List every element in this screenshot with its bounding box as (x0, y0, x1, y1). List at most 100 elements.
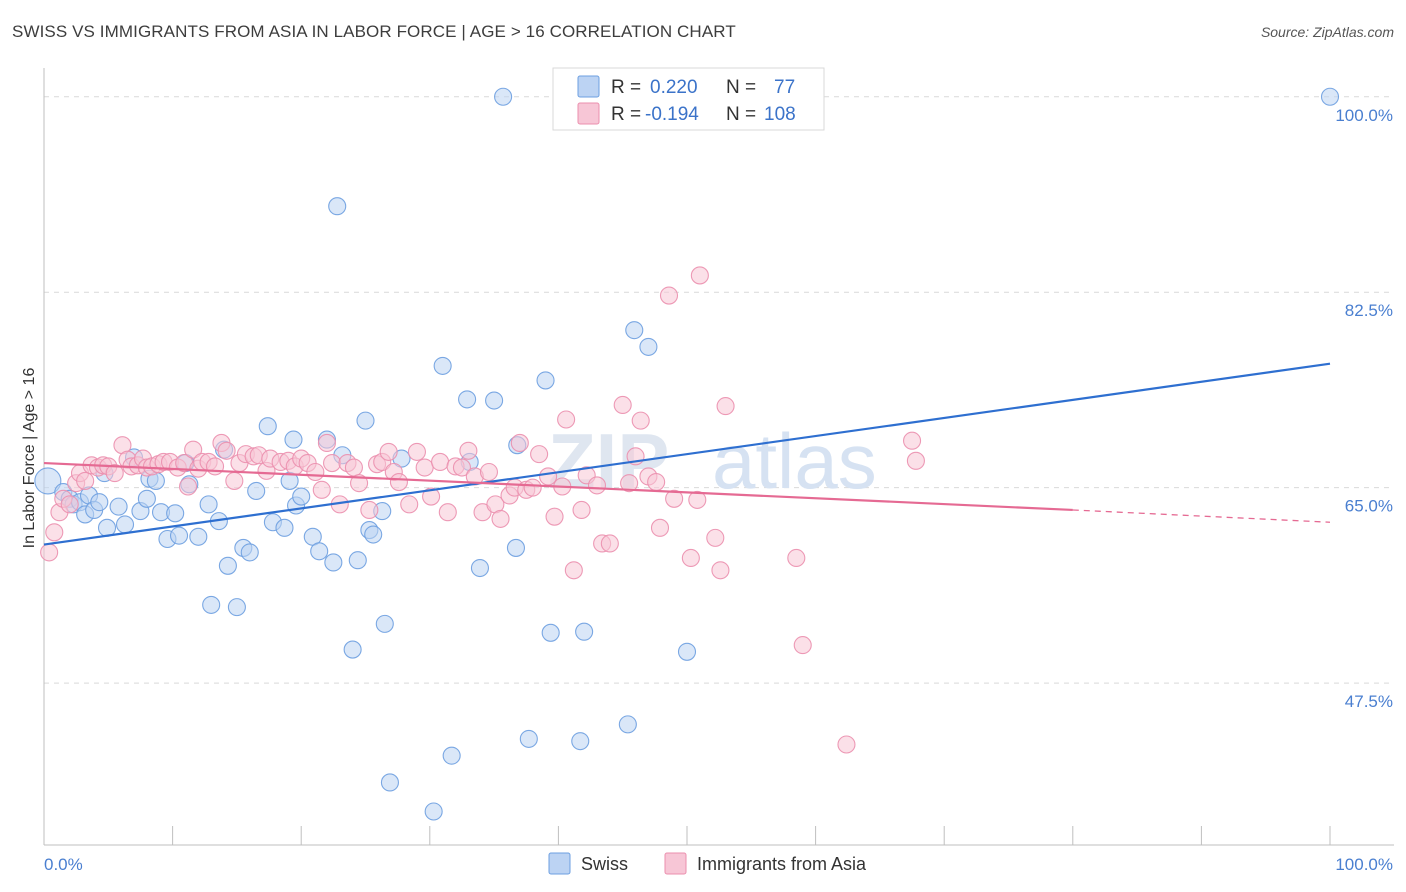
asia-point (793, 636, 812, 655)
asia-point (479, 462, 499, 482)
legend-r-label-1: R = (611, 77, 641, 98)
asia-point (323, 454, 342, 473)
asia-point (438, 503, 457, 522)
asia-point (902, 431, 922, 450)
asia-point (631, 411, 650, 430)
asia-point (178, 477, 198, 496)
swiss-point (348, 551, 367, 570)
asia-trend-line (43, 461, 1073, 512)
asia-point (389, 472, 408, 492)
legend-r-label-2: R = (611, 104, 641, 125)
swiss-point (292, 487, 311, 506)
asia-point (530, 445, 549, 464)
asia-point (205, 457, 225, 476)
swiss-point (485, 391, 504, 410)
swiss-point (536, 371, 555, 390)
asia-point (76, 471, 95, 490)
y-tick-label: 82.5% (1345, 301, 1393, 320)
grid-layer (44, 96, 1394, 684)
asia-point (690, 266, 709, 285)
asia-point (400, 495, 419, 514)
y-tick-label: 47.5% (1345, 692, 1393, 711)
swiss-point (166, 504, 185, 523)
asia-point (572, 500, 591, 520)
swiss-point (571, 732, 590, 751)
swiss-point (618, 715, 637, 734)
asia-point (787, 548, 806, 568)
asia-trend-extension (1072, 509, 1331, 523)
swiss-point (258, 417, 277, 436)
swiss-point (137, 489, 156, 508)
swiss-point (541, 623, 560, 642)
swiss-point (442, 746, 461, 765)
asia-point (587, 476, 607, 495)
y-tick-label: 65.0% (1345, 497, 1393, 516)
asia-point (459, 441, 478, 460)
swiss-point (1320, 87, 1340, 106)
swiss-point (575, 622, 594, 641)
swiss-point (470, 558, 490, 578)
swiss-point (424, 802, 443, 821)
swiss-point (364, 525, 383, 544)
asia-point (45, 523, 64, 542)
swiss-point (639, 337, 658, 356)
swiss-point (494, 87, 513, 106)
bottom-legend-swatch-swiss (548, 852, 571, 875)
asia-point (706, 528, 725, 547)
chart-title: SWISS VS IMMIGRANTS FROM ASIA IN LABOR F… (12, 22, 736, 41)
asia-point (647, 472, 666, 492)
legend-swatch-swiss (577, 75, 600, 98)
swiss-point (677, 642, 697, 661)
swiss-point (227, 598, 246, 617)
asia-point (665, 489, 684, 508)
asia-point (415, 458, 434, 477)
legend-swatch-asia (577, 102, 600, 125)
asia-point (711, 561, 730, 580)
asia-point (650, 518, 670, 537)
asia-point (350, 474, 369, 493)
asia-point (557, 410, 576, 429)
asia-point (422, 487, 441, 506)
asia-point (688, 490, 707, 509)
swiss-point (324, 553, 343, 572)
legend-r-value-1: 0.220 (650, 77, 698, 98)
asia-point (659, 286, 679, 305)
swiss-point (458, 390, 477, 409)
swiss-point (328, 197, 347, 216)
axis-layer: 47.5% 65.0% 82.5% 100.0% (43, 68, 1394, 846)
asia-point (906, 451, 925, 470)
asia-point (360, 500, 379, 520)
asia-point (344, 458, 363, 477)
swiss-point (380, 773, 399, 792)
asia-point (510, 433, 529, 453)
asia-point (217, 441, 236, 460)
bottom-legend-swatch-asia (664, 852, 687, 875)
swiss-point (506, 538, 526, 557)
swiss-point (240, 543, 259, 562)
swiss-point (34, 467, 62, 495)
legend: R = 0.220 N = 77 R = -0.194 N = 108 (552, 67, 825, 131)
asia-point (40, 543, 59, 562)
swiss-point (90, 493, 109, 512)
swiss-point (343, 640, 362, 659)
asia-point (523, 478, 542, 497)
swiss-trend-line (43, 362, 1331, 546)
asia-point (600, 534, 619, 553)
legend-r-value-2: -0.194 (645, 104, 699, 125)
asia-point (225, 471, 244, 490)
asia-point (184, 440, 203, 459)
asia-point (312, 480, 331, 499)
asia-point (60, 495, 79, 514)
swiss-point (115, 515, 135, 534)
swiss-point (247, 481, 266, 501)
asia-point (452, 458, 472, 477)
asia-point (539, 467, 558, 486)
asia-point (837, 735, 856, 754)
swiss-point (356, 411, 375, 430)
asia-point (564, 561, 583, 580)
swiss-point (519, 729, 538, 748)
swiss-point (275, 518, 294, 537)
asia-point (613, 395, 632, 415)
legend-n-value-1: 77 (774, 77, 795, 98)
asia-point (431, 452, 450, 471)
